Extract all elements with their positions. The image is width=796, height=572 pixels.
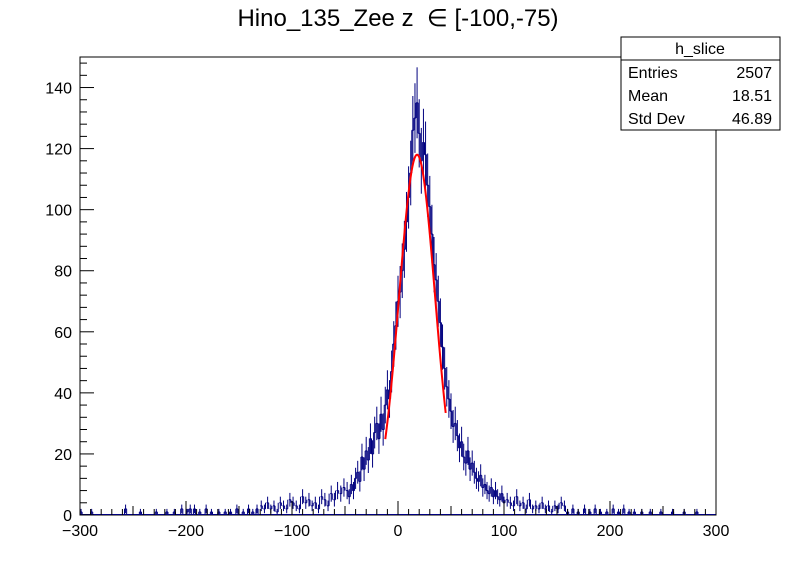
x-tick-label: 100: [491, 523, 518, 540]
histogram-layer: [79, 67, 716, 515]
stats-box-title: h_slice: [675, 41, 725, 58]
y-tick-label: 120: [45, 142, 72, 159]
gaussian-fit-curve: [384, 153, 447, 440]
y-tick-label: 60: [54, 325, 72, 342]
stats-mean-label: Mean: [628, 88, 668, 105]
x-tick-label: −100: [274, 523, 310, 540]
stats-box-frame: [620, 36, 781, 131]
stats-stddev-value: 46.89: [732, 111, 772, 128]
x-tick-label: 0: [394, 523, 403, 540]
chart-title: Hino_135_Zee z ∈ [-100,-75): [237, 5, 559, 32]
y-tick-label: 0: [63, 508, 72, 525]
x-tick-label: −300: [62, 523, 98, 540]
stats-entries-value: 2507: [736, 65, 772, 82]
stats-entries-label: Entries: [628, 65, 678, 82]
x-tick-label: 200: [597, 523, 624, 540]
x-axis: −300 −200 −100 0 100 200 300: [62, 501, 729, 540]
stats-mean-value: 18.51: [732, 88, 772, 105]
y-tick-label: 20: [54, 447, 72, 464]
y-axis: 0 20 40 60 80 100 120 140: [45, 62, 94, 525]
y-tick-label: 80: [54, 264, 72, 281]
x-tick-label: −200: [168, 523, 204, 540]
y-tick-label: 40: [54, 386, 72, 403]
y-tick-label: 140: [45, 81, 72, 98]
stats-box: h_slice Entries 2507 Mean 18.51 Std Dev …: [620, 36, 781, 131]
stats-stddev-label: Std Dev: [628, 111, 685, 128]
y-tick-label: 100: [45, 203, 72, 220]
x-tick-label: 300: [703, 523, 730, 540]
fit-layer: [384, 153, 447, 440]
